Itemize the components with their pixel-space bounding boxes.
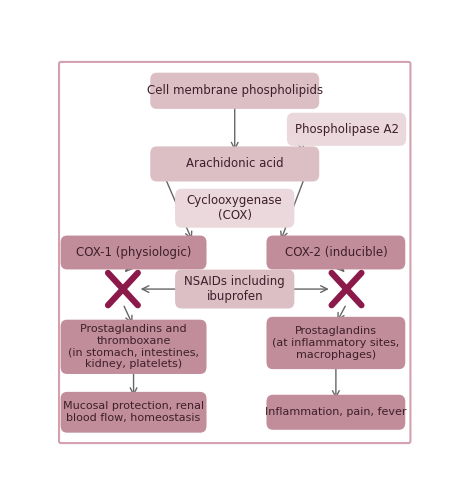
Text: Prostaglandins
(at inflammatory sites,
macrophages): Prostaglandins (at inflammatory sites, m… [272, 326, 399, 360]
FancyBboxPatch shape [60, 392, 207, 432]
Text: Arachidonic acid: Arachidonic acid [186, 158, 284, 170]
FancyBboxPatch shape [287, 112, 406, 146]
Text: Prostaglandins and
thromboxane
(in stomach, intestines,
kidney, platelets): Prostaglandins and thromboxane (in stoma… [68, 324, 199, 369]
Text: Mucosal protection, renal
blood flow, homeostasis: Mucosal protection, renal blood flow, ho… [63, 402, 204, 423]
Text: Cell membrane phospholipids: Cell membrane phospholipids [147, 84, 323, 98]
FancyBboxPatch shape [60, 236, 207, 270]
Text: Cyclooxygenase
(COX): Cyclooxygenase (COX) [187, 194, 283, 222]
FancyBboxPatch shape [175, 189, 294, 228]
FancyBboxPatch shape [150, 72, 319, 109]
FancyBboxPatch shape [267, 317, 405, 369]
FancyBboxPatch shape [175, 270, 294, 308]
Text: COX-2 (inducible): COX-2 (inducible) [284, 246, 387, 259]
Text: Phospholipase A2: Phospholipase A2 [294, 123, 398, 136]
FancyBboxPatch shape [60, 320, 207, 374]
Text: COX-1 (physiologic): COX-1 (physiologic) [76, 246, 191, 259]
FancyBboxPatch shape [150, 146, 319, 182]
Text: Inflammation, pain, fever: Inflammation, pain, fever [265, 408, 407, 418]
Text: NSAIDs including
ibuprofen: NSAIDs including ibuprofen [185, 275, 285, 303]
FancyBboxPatch shape [267, 395, 405, 430]
FancyBboxPatch shape [267, 236, 405, 270]
